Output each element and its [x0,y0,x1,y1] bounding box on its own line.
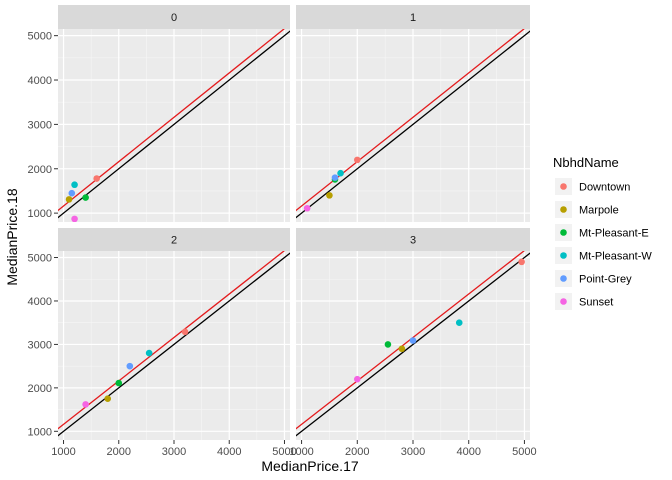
x-tick-label: 4000 [456,446,480,458]
facet-panel-1: 1 [296,5,530,222]
y-tick-label: 3000 [28,119,52,131]
panel-content [296,29,530,222]
data-point [303,204,311,212]
reference-line [296,29,525,212]
facet-strip-label: 3 [410,235,416,247]
reference-line [296,252,530,437]
reference-line [58,29,285,212]
legend-swatch [560,229,567,236]
legend-swatch [560,275,567,282]
legend-entry-label: Point-Grey [579,274,632,286]
facet-strip [296,5,530,29]
x-tick-label: 1000 [289,446,313,458]
facet-strip [58,5,290,29]
x-tick-label: 5000 [512,446,536,458]
legend-entry-label: Downtown [579,182,630,194]
x-tick-label: 3000 [401,446,425,458]
y-tick-label: 1000 [28,426,52,438]
y-tick-label: 2000 [28,164,52,176]
facet-panel-3: 3 [296,228,530,440]
data-point [93,175,100,182]
data-point [68,189,76,197]
data-point [181,328,189,336]
data-point [65,196,73,203]
x-tick-label: 5000 [272,446,296,458]
legend-swatch [560,252,567,259]
data-point [353,375,361,383]
legend-entry-label: Mt-Pleasant-W [579,251,652,263]
axes-layer: 1000200030004000500010002000300040005000… [28,31,537,458]
legend-entry-label: Sunset [579,297,613,309]
legend-entry-label: Mt-Pleasant-E [579,228,649,240]
data-point [145,349,153,357]
data-point [115,379,123,387]
y-tick-label: 5000 [28,31,52,43]
data-point [104,395,112,403]
legend-swatch [560,183,567,190]
data-point [82,194,89,201]
y-tick-label: 2000 [28,383,52,395]
reference-line [58,251,285,430]
reference-line [296,30,530,219]
y-tick-label: 4000 [28,75,52,87]
y-tick-label: 4000 [28,296,52,308]
data-point [71,181,78,189]
data-point [71,215,78,222]
facet-strip-label: 0 [171,12,177,24]
data-point [126,362,134,370]
data-point [331,174,339,181]
x-tick-label: 3000 [162,446,186,458]
data-point [409,337,417,344]
reference-line [58,30,290,219]
data-point [384,341,392,348]
data-point [337,169,344,177]
x-tick-label: 1000 [51,446,75,458]
data-point [326,192,333,199]
data-point [455,319,463,326]
x-tick-label: 2000 [345,446,369,458]
panel-content [58,251,290,440]
y-axis-title: MedianPrice.18 [4,188,20,285]
facet-panel-2: 2 [58,228,290,440]
data-point [353,156,361,164]
facet-strip [58,228,290,251]
legend-swatch [560,298,567,305]
data-point [518,258,525,266]
x-axis-title: MedianPrice.17 [261,458,358,474]
facet-strip [296,228,530,251]
facet-panel-0: 0 [58,5,290,222]
legend-title: NbhdName [553,155,619,170]
reference-line [58,252,290,437]
panel-content [58,29,290,222]
y-tick-label: 5000 [28,253,52,265]
legend-swatch [560,206,567,213]
data-point [82,401,89,408]
legend-entry-label: Marpole [579,205,619,217]
data-point [398,345,406,353]
facet-strip-label: 1 [410,12,416,24]
x-tick-label: 2000 [107,446,131,458]
y-tick-label: 1000 [28,208,52,220]
y-tick-label: 3000 [28,339,52,351]
panel-content [296,251,530,440]
x-tick-label: 4000 [217,446,241,458]
panels-layer: 0 1 2 3 [58,5,530,440]
facet-strip-label: 2 [171,235,177,247]
legend: NbhdName Downtown Marpole Mt-Pleasant-E Mt-… [553,155,652,310]
